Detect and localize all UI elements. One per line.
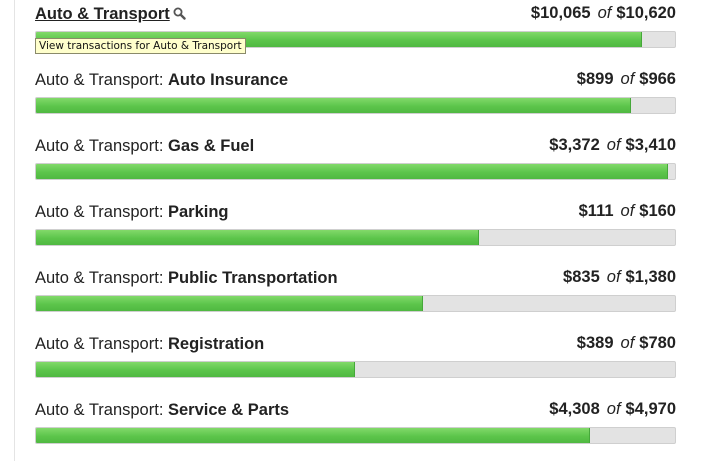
- of-label: of: [597, 4, 612, 22]
- of-label: of: [620, 202, 635, 220]
- subcategory-name: Auto Insurance: [167, 71, 289, 89]
- category-title: Auto & Transport: Auto Insurance: [35, 71, 288, 90]
- progress-bar[interactable]: [35, 361, 676, 378]
- of-label: of: [620, 334, 635, 352]
- budget-row-auto-transport: Auto & Transport $10,065 of $10,620: [35, 3, 676, 48]
- category-prefix: Auto & Transport:: [35, 203, 168, 221]
- budget-amounts: $389 of $780: [577, 334, 676, 353]
- budget-amount: $3,410: [625, 136, 676, 154]
- budget-row-auto-insurance: Auto & Transport: Auto Insurance $899 of $…: [35, 69, 676, 114]
- subcategory-name: Parking: [167, 203, 229, 221]
- budget-row-parking: Auto & Transport: Parking $111 of $160: [35, 201, 676, 246]
- budget-amounts: $899 of $966: [577, 70, 676, 89]
- budget-amounts: $4,308 of $4,970: [549, 400, 676, 419]
- category-prefix: Auto & Transport:: [35, 269, 168, 287]
- budget-row-registration: Auto & Transport: Registration $389 of $78…: [35, 333, 676, 378]
- search-icon[interactable]: [173, 7, 186, 20]
- budget-row-gas-fuel: Auto & Transport: Gas & Fuel $3,372 of $3,…: [35, 135, 676, 180]
- of-label: of: [606, 136, 621, 154]
- subcategory-name: Registration: [167, 335, 265, 353]
- progress-fill: [36, 98, 631, 113]
- budget-amount: $160: [639, 202, 676, 220]
- spent-amount: $4,308: [549, 400, 600, 418]
- progress-bar[interactable]: [35, 229, 676, 246]
- progress-bar[interactable]: [35, 427, 676, 444]
- category-prefix: Auto & Transport:: [35, 335, 168, 353]
- spent-amount: $899: [576, 70, 614, 88]
- spent-amount: $111: [578, 202, 614, 220]
- budget-amount: $966: [639, 70, 676, 88]
- category-link[interactable]: Auto & Transport: [35, 5, 170, 23]
- budget-row-service-parts: Auto & Transport: Service & Parts $4,308…: [35, 399, 676, 444]
- spent-amount: $835: [563, 268, 600, 286]
- budget-amount: $1,380: [625, 268, 676, 286]
- subcategory-name: Gas & Fuel: [167, 137, 255, 155]
- progress-fill: [36, 428, 590, 443]
- budget-amounts: $111 of $160: [579, 202, 676, 221]
- subcategory-name: Public Transportation: [167, 269, 338, 287]
- category-title: Auto & Transport: Parking: [35, 203, 229, 222]
- spent-amount: $10,065: [530, 4, 591, 22]
- subcategory-name: Service & Parts: [167, 401, 290, 419]
- spent-amount: $3,372: [549, 136, 600, 154]
- budget-amounts: $10,065 of $10,620: [531, 4, 676, 23]
- of-label: of: [606, 268, 621, 286]
- budget-amounts: $835 of $1,380: [563, 268, 676, 287]
- budget-amount: $10,620: [616, 4, 676, 22]
- progress-bar[interactable]: [35, 97, 676, 114]
- category-prefix: Auto & Transport:: [35, 401, 168, 419]
- left-border: [14, 0, 15, 461]
- budget-row-public-transportation: Auto & Transport: Public Transportation …: [35, 267, 676, 312]
- category-title: Auto & Transport: Gas & Fuel: [35, 137, 254, 156]
- progress-bar[interactable]: [35, 163, 676, 180]
- progress-fill: [36, 296, 423, 311]
- category-prefix: Auto & Transport:: [35, 71, 168, 89]
- progress-fill: [36, 164, 668, 179]
- spent-amount: $389: [576, 334, 614, 352]
- category-title: Auto & Transport: [35, 5, 186, 24]
- budget-amount: $780: [639, 334, 676, 352]
- of-label: of: [606, 400, 621, 418]
- category-title: Auto & Transport: Registration: [35, 335, 264, 354]
- progress-fill: [36, 230, 480, 245]
- tooltip: View transactions for Auto & Transport: [35, 38, 246, 54]
- category-title: Auto & Transport: Public Transportation: [35, 269, 338, 288]
- of-label: of: [620, 70, 635, 88]
- budget-amount: $4,970: [625, 400, 676, 418]
- budget-amounts: $3,372 of $3,410: [549, 136, 676, 155]
- category-prefix: Auto & Transport:: [35, 137, 168, 155]
- category-title: Auto & Transport: Service & Parts: [35, 401, 289, 420]
- progress-bar[interactable]: [35, 295, 676, 312]
- progress-fill: [36, 362, 355, 377]
